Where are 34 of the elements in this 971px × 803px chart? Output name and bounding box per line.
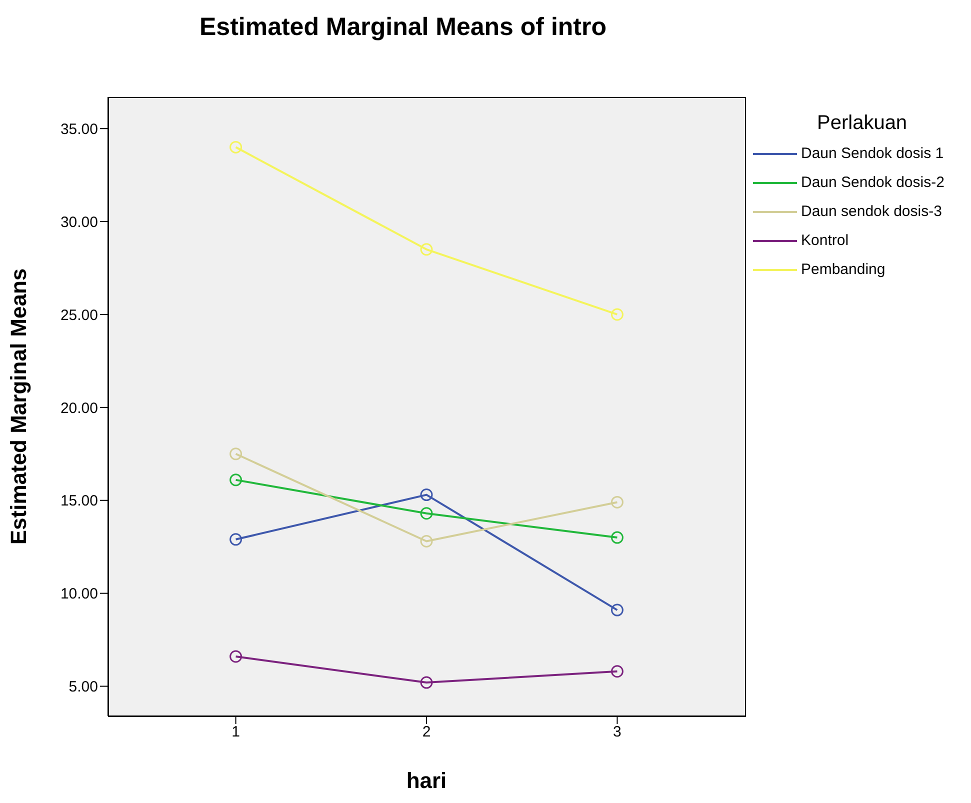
point (420, 243, 433, 256)
point (610, 665, 624, 678)
point (420, 488, 433, 502)
legend-label: Daun Sendok dosis-2 (801, 174, 944, 191)
point (420, 535, 433, 548)
y-tick-label: 15.00 (60, 492, 98, 510)
point (610, 531, 624, 544)
chart-title: Estimated Marginal Means of intro (198, 13, 608, 42)
y-tick-label: 35.00 (60, 120, 98, 138)
y-tick-label: 25.00 (60, 306, 98, 324)
x-tick-label: 3 (613, 724, 622, 741)
point (610, 496, 624, 508)
legend-title: Perlakuan (817, 112, 908, 135)
point (230, 140, 242, 154)
x-tick-label: 1 (232, 724, 240, 741)
point (230, 533, 242, 546)
y-tick-label: 30.00 (60, 214, 98, 231)
y-tick-label: 20.00 (60, 400, 98, 417)
point (230, 474, 242, 486)
legend-label: Pembanding (801, 261, 886, 278)
y-tick-label: 10.00 (60, 586, 98, 603)
legend-label: Daun Sendok dosis 1 (801, 145, 944, 162)
x-axis-title: hari (406, 768, 447, 793)
legend-label: Daun sendok dosis-3 (801, 203, 942, 220)
point (420, 507, 433, 520)
x-tick-label: 2 (422, 724, 431, 741)
point (610, 308, 624, 321)
point (230, 448, 242, 460)
point (610, 604, 624, 616)
legend-label: Kontrol (801, 232, 849, 249)
y-axis-title: Estimated Marginal Means (6, 268, 31, 545)
point (420, 676, 433, 689)
y-tick-label: 5.00 (68, 678, 98, 696)
point (230, 650, 242, 663)
